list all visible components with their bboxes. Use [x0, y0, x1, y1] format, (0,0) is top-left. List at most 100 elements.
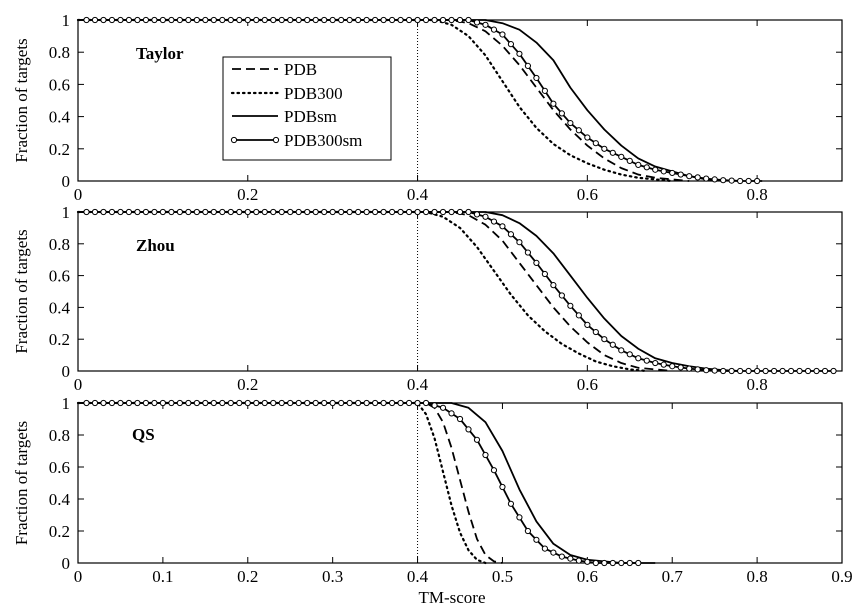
series-marker	[516, 239, 523, 246]
series-marker	[405, 16, 413, 24]
series-marker	[287, 16, 294, 24]
series-marker	[270, 16, 277, 24]
x-tick-label: 0.6	[577, 567, 598, 586]
series-marker	[380, 208, 387, 216]
y-tick-label: 0.4	[49, 490, 71, 509]
series-marker	[703, 175, 710, 182]
series-marker	[329, 208, 336, 216]
series-marker	[312, 16, 319, 24]
series-marker	[100, 399, 107, 407]
series-marker	[448, 16, 455, 24]
series-marker	[185, 399, 192, 407]
series-line-pdb300sm	[78, 402, 639, 564]
series-marker	[91, 16, 99, 24]
panel-zhou: 0 0.2 0.4 0.6 0.8 1 0 0.2 0.4 0.6 0.8 Fraction of t…	[12, 203, 843, 394]
series-marker	[244, 399, 251, 407]
series-marker	[482, 21, 489, 28]
series-marker	[490, 467, 498, 474]
series-marker	[159, 208, 166, 216]
series-marker	[601, 559, 608, 567]
series-marker	[278, 399, 285, 407]
series-marker	[278, 16, 285, 24]
series-marker	[686, 173, 693, 180]
series-marker	[414, 208, 421, 216]
series-marker	[618, 559, 625, 567]
series-marker	[507, 231, 515, 238]
series-marker	[533, 536, 540, 543]
series-marker	[626, 351, 633, 358]
series-marker	[287, 208, 294, 216]
series-marker	[100, 16, 107, 24]
series-marker	[567, 119, 574, 127]
series-marker	[372, 208, 379, 216]
series-marker	[227, 208, 234, 216]
series-marker	[456, 208, 464, 216]
series-marker	[660, 168, 667, 175]
x-tick-label: 0.4	[407, 567, 429, 586]
series-marker	[431, 208, 438, 216]
series-marker	[346, 16, 353, 24]
y-tick-label: 0.8	[49, 426, 70, 445]
series-marker	[422, 208, 430, 216]
plot-frame	[77, 402, 843, 564]
legend-label: PDB300	[284, 84, 343, 103]
series-marker	[125, 16, 133, 24]
series-marker	[711, 176, 718, 183]
series-marker	[372, 399, 379, 407]
series-marker	[151, 16, 158, 24]
series-marker	[796, 367, 803, 375]
x-tick-label: 0.2	[237, 185, 258, 204]
series-marker	[499, 223, 506, 230]
x-tick-label: 0.9	[831, 567, 852, 586]
series-marker	[592, 559, 599, 567]
series-marker	[108, 208, 116, 216]
series-marker	[711, 367, 718, 374]
y-tick-label: 0	[62, 554, 71, 573]
x-tick-label: 0	[74, 567, 83, 586]
series-marker	[456, 415, 464, 423]
x-tick-label: 0.1	[152, 567, 173, 586]
series-marker	[609, 559, 616, 567]
series-marker	[338, 399, 345, 407]
y-axis-title: Fraction of targets	[12, 229, 31, 353]
series-marker	[677, 364, 684, 371]
series-line-pdb300	[76, 210, 648, 373]
series-marker	[117, 16, 124, 24]
series-marker	[210, 208, 217, 216]
series-marker	[134, 399, 141, 407]
series-marker	[439, 404, 447, 411]
series-marker	[745, 367, 752, 375]
series-marker	[643, 357, 650, 364]
series-marker	[737, 177, 744, 185]
series-marker	[261, 16, 268, 24]
series-marker	[372, 16, 379, 24]
x-tick-label: 0.4	[407, 185, 429, 204]
series-marker	[210, 399, 217, 407]
series-marker	[626, 559, 633, 567]
series-marker	[830, 367, 837, 375]
series-line-pdb	[78, 19, 690, 182]
y-tick-label: 0.6	[49, 267, 70, 286]
series-marker	[575, 312, 582, 319]
series-marker	[516, 514, 523, 521]
series-marker	[363, 208, 370, 216]
series-marker	[524, 249, 532, 256]
series-marker	[448, 208, 455, 216]
series-marker	[142, 208, 150, 216]
series-marker	[380, 399, 387, 407]
series-marker	[669, 363, 676, 370]
series-marker	[728, 177, 735, 184]
legend-label: PDB	[284, 60, 317, 79]
series-marker	[422, 16, 430, 24]
series-marker	[363, 399, 370, 407]
series-marker	[558, 292, 565, 299]
series-marker	[473, 436, 481, 443]
series-marker	[193, 16, 200, 24]
series-marker	[575, 127, 582, 134]
panel-taylor: 0 0.2 0.4 0.6 0.8 1 0 0.2 0.4 0.6 0.8 Fraction of t…	[12, 11, 843, 204]
series-marker	[91, 208, 99, 216]
series-marker	[270, 399, 277, 407]
x-tick-label: 0.5	[492, 567, 513, 586]
series-marker	[304, 16, 311, 24]
